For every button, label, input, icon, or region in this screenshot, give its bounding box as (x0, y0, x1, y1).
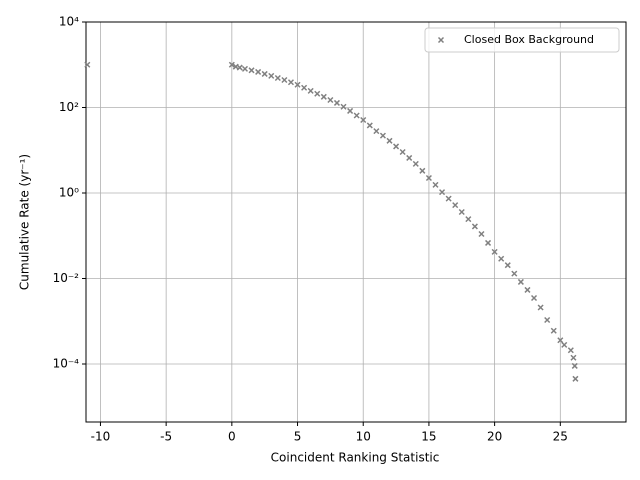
scatter-point (294, 81, 301, 88)
scatter-point (333, 99, 340, 106)
x-tick-label: 15 (421, 430, 436, 444)
x-tick-label: 20 (487, 430, 502, 444)
y-axis-label: Cumulative Rate (yr⁻¹) (18, 154, 32, 290)
scatter-point (320, 93, 327, 100)
scatter-point (241, 65, 249, 72)
scatter-point (537, 304, 544, 311)
legend-box (424, 27, 620, 53)
scatter-point (570, 354, 577, 361)
scatter-point (274, 74, 281, 82)
scatter-point (340, 103, 347, 110)
scatter-point (439, 189, 446, 196)
scatter-point (567, 347, 574, 354)
scatter-point (498, 255, 505, 262)
scatter-point (347, 107, 354, 114)
y-tick-label: 10⁰ (59, 186, 79, 200)
scatter-point (572, 375, 579, 382)
scatter-point (445, 195, 452, 202)
scatter-point (571, 362, 578, 369)
scatter-point (557, 337, 564, 344)
scatter-point (511, 270, 518, 277)
scatter-point (268, 72, 275, 79)
scatter-point (393, 143, 400, 150)
scatter-point (452, 202, 459, 209)
scatter-point (530, 294, 538, 302)
scatter-point (261, 70, 268, 77)
scatter-point (491, 248, 498, 255)
legend: Closed Box Background (424, 27, 620, 53)
x-axis-label: Coincident Ranking Statistic (271, 451, 440, 465)
scatter-point (485, 239, 492, 246)
scatter-point (458, 208, 465, 216)
scatter-point (373, 128, 380, 135)
scatter-point (327, 96, 334, 104)
scatter-point (353, 112, 360, 119)
scatter-point (561, 341, 568, 348)
scatter-point (471, 223, 478, 230)
x-tick-label: 10 (356, 430, 371, 444)
scatter-point (255, 68, 262, 75)
scatter-point (236, 64, 243, 71)
x-tick-label: -5 (160, 430, 172, 444)
scatter-point (314, 90, 321, 97)
scatter-point (524, 286, 531, 293)
y-tick-label: 10⁻² (53, 271, 80, 285)
x-tick-label: 5 (294, 430, 302, 444)
scatter-point (248, 67, 255, 74)
legend-marker (437, 36, 445, 44)
scatter-point (379, 132, 386, 139)
y-tick-label: 10⁴ (59, 15, 79, 29)
scatter-point (478, 230, 485, 238)
scatter-point (544, 316, 551, 324)
scatter-point (386, 137, 393, 144)
scatter-point (412, 160, 419, 167)
scatter-point (425, 174, 432, 182)
x-tick-label: 0 (228, 430, 236, 444)
scatter-point (84, 61, 91, 68)
scatter-point (360, 116, 367, 124)
scatter-point (465, 216, 472, 223)
x-tick-label: -10 (91, 430, 111, 444)
y-tick-label: 10⁻⁴ (53, 357, 80, 371)
scatter-point (287, 79, 294, 86)
scatter-point (550, 327, 557, 334)
x-tick-label: 25 (553, 430, 568, 444)
scatter-point (228, 61, 235, 68)
scatter-point (399, 148, 406, 156)
scatter-point (307, 87, 314, 94)
legend-label: Closed Box Background (464, 33, 594, 46)
scatter-point (406, 154, 413, 161)
scatter-point (281, 76, 288, 84)
scatter-point (517, 278, 524, 285)
y-tick-label: 10² (59, 100, 79, 114)
scatter-point (432, 181, 439, 188)
plot-frame (85, 21, 627, 423)
scatter-point (366, 122, 373, 129)
scatter-point (504, 262, 511, 269)
scatter-point (301, 84, 308, 91)
scatter-point (419, 167, 426, 174)
